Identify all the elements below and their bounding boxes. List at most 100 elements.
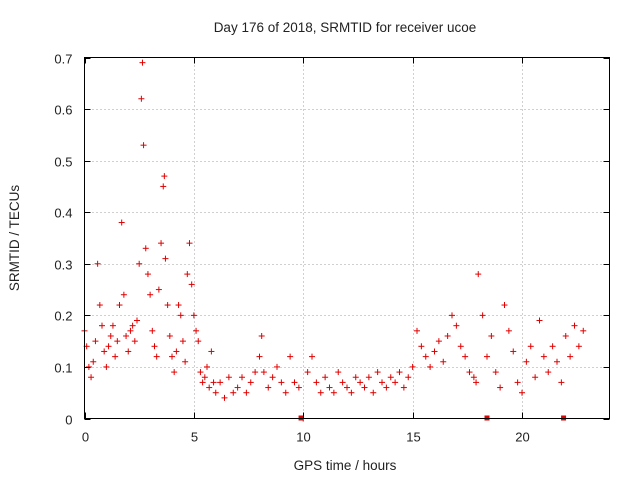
data-point <box>85 363 92 370</box>
data-point <box>197 369 204 376</box>
data-point <box>379 379 385 386</box>
data-point <box>193 327 200 334</box>
data-point <box>169 353 175 360</box>
data-point <box>409 363 416 370</box>
x-axis-title: GPS time / hours <box>294 458 397 473</box>
y-tick-label: 0.3 <box>54 258 72 273</box>
axis-tick-labels: 0 0.1 0.2 0.3 0.4 0.5 0.6 0.7 0 5 10 15 20 <box>54 52 529 445</box>
data-point <box>523 358 530 365</box>
data-point <box>326 384 333 391</box>
data-point <box>365 374 372 381</box>
data-point <box>497 384 504 391</box>
data-point <box>105 343 112 350</box>
data-point <box>400 384 407 391</box>
data-point <box>435 338 442 345</box>
data-point <box>265 384 272 391</box>
data-point <box>208 348 215 355</box>
data-point <box>339 379 346 386</box>
data-point <box>313 379 320 386</box>
data-point <box>475 271 482 278</box>
data-point <box>234 384 241 391</box>
data-point <box>206 384 213 391</box>
data-point <box>138 95 145 102</box>
data-point <box>422 353 429 360</box>
x-tick-label: 20 <box>515 430 529 445</box>
data-point <box>501 302 508 309</box>
data-point <box>252 369 259 376</box>
data-point <box>505 327 512 334</box>
data-point <box>221 394 228 401</box>
data-point <box>287 353 294 360</box>
data-point <box>291 379 298 386</box>
data-point <box>567 353 574 360</box>
data-point <box>118 219 125 226</box>
data-point <box>88 374 95 381</box>
data-point <box>549 343 556 350</box>
data-point <box>558 379 565 386</box>
data-point <box>330 389 337 396</box>
data-point <box>335 369 342 376</box>
data-point <box>112 353 119 360</box>
data-point <box>387 374 394 381</box>
data-point <box>155 286 162 293</box>
data-point <box>392 379 399 386</box>
data-point <box>179 338 186 345</box>
data-point <box>166 332 173 339</box>
data-point <box>514 379 521 386</box>
data-point <box>427 363 434 370</box>
y-tick-label: 0 <box>65 413 72 428</box>
data-point <box>171 369 178 376</box>
data-point <box>348 389 355 396</box>
data-point <box>317 389 324 396</box>
data-point <box>190 312 197 319</box>
data-point <box>282 389 289 396</box>
y-tick-label: 0.6 <box>54 103 72 118</box>
data-point <box>466 369 473 376</box>
data-point <box>140 142 147 149</box>
data-point <box>225 374 232 381</box>
data-point <box>212 389 219 396</box>
data-point <box>114 338 121 345</box>
data-point <box>177 312 184 319</box>
data-point <box>536 317 543 324</box>
data-point <box>247 379 254 386</box>
data-point <box>361 384 368 391</box>
data-point <box>184 271 191 278</box>
data-point <box>260 369 267 376</box>
data-point <box>295 384 302 391</box>
data-point <box>147 291 154 298</box>
data-point <box>344 384 350 391</box>
data-point <box>103 363 110 370</box>
data-point <box>278 379 285 386</box>
x-tick-label: 5 <box>191 430 198 445</box>
data-point <box>256 353 263 360</box>
y-tick-label: 0.2 <box>54 309 72 324</box>
data-point <box>142 245 149 252</box>
data-point <box>444 332 451 339</box>
y-axis-title: SRMTID / TECUs <box>7 185 22 292</box>
data-point <box>357 379 364 386</box>
data-point <box>309 353 315 360</box>
data-point <box>492 369 499 376</box>
data-point <box>230 389 237 396</box>
grid-lines <box>84 57 610 419</box>
data-point <box>92 338 99 345</box>
data-points <box>81 59 587 422</box>
data-point <box>204 363 210 370</box>
data-point <box>175 302 182 309</box>
y-tick-label: 0.1 <box>54 361 72 376</box>
data-point <box>405 374 412 381</box>
data-point <box>322 374 329 381</box>
data-point <box>243 389 250 396</box>
data-point <box>149 327 156 334</box>
data-point <box>470 374 477 381</box>
plot-frame <box>84 57 610 419</box>
data-point <box>164 302 171 309</box>
data-point <box>109 322 116 329</box>
data-point <box>414 327 420 334</box>
data-point <box>199 379 206 386</box>
data-point <box>107 332 114 339</box>
data-point <box>449 312 455 319</box>
